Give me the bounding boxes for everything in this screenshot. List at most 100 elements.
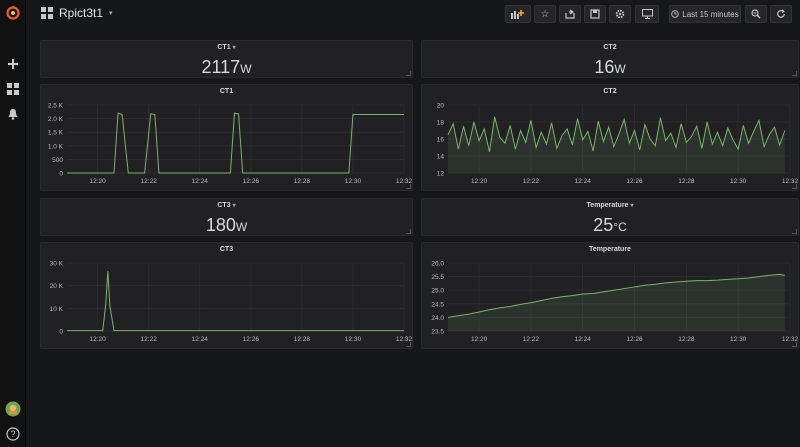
monitor-icon bbox=[641, 9, 653, 19]
x-tick-label: 12:32 bbox=[782, 336, 798, 343]
refresh-icon bbox=[777, 9, 785, 18]
resize-handle[interactable] bbox=[406, 342, 411, 347]
x-tick-label: 12:30 bbox=[730, 336, 747, 343]
dashboard-grid-icon bbox=[41, 7, 53, 19]
x-tick-label: 12:24 bbox=[575, 336, 592, 343]
y-tick-label: 18 bbox=[437, 120, 445, 127]
x-tick-label: 12:30 bbox=[345, 178, 362, 185]
x-tick-label: 12:28 bbox=[294, 336, 311, 343]
y-tick-label: 0 bbox=[59, 171, 63, 178]
y-tick-label: 25.5 bbox=[431, 274, 444, 281]
save-icon bbox=[590, 9, 600, 19]
series-area bbox=[448, 116, 785, 173]
resize-handle[interactable] bbox=[406, 71, 411, 76]
x-tick-label: 12:22 bbox=[141, 178, 158, 185]
x-tick-label: 12:32 bbox=[396, 178, 412, 185]
resize-handle[interactable] bbox=[792, 184, 797, 189]
stat-panel-temperature: Temperature ▾ 25°C bbox=[421, 198, 799, 236]
stat-value-temperature: 25°C bbox=[422, 215, 798, 236]
y-tick-label: 16 bbox=[437, 137, 445, 144]
x-tick-label: 12:28 bbox=[294, 178, 311, 185]
time-range-label: Last 15 minutes bbox=[682, 9, 739, 19]
resize-handle[interactable] bbox=[406, 229, 411, 234]
clock-icon bbox=[671, 10, 679, 18]
series-line bbox=[447, 116, 786, 152]
stat-panel-ct2: CT2 16W bbox=[421, 40, 799, 78]
grafana-logo-icon[interactable] bbox=[0, 2, 26, 24]
x-tick-label: 12:26 bbox=[243, 336, 260, 343]
x-tick-label: 12:24 bbox=[575, 178, 592, 185]
stat-unit: W bbox=[235, 220, 248, 234]
share-icon bbox=[565, 9, 575, 19]
graph-title-ct1[interactable]: CT1 bbox=[219, 88, 234, 95]
bell-icon[interactable] bbox=[0, 103, 26, 125]
dashboard-picker[interactable]: Rpict3t1 ▾ bbox=[41, 6, 113, 20]
y-tick-label: 2.0 K bbox=[48, 116, 64, 123]
x-tick-label: 12:22 bbox=[523, 336, 540, 343]
graph-panel-temperature: Temperature 23.5 24.0 24.5 25.0 25.5 26.0 12:2… bbox=[421, 242, 799, 349]
y-tick-label: 2.5 K bbox=[48, 103, 64, 110]
zoom-out-button[interactable] bbox=[745, 5, 767, 23]
panel-title-temperature-header[interactable]: Temperature ▾ bbox=[422, 202, 798, 209]
resize-handle[interactable] bbox=[792, 229, 797, 234]
gear-icon bbox=[615, 9, 625, 19]
graph-title-temperature[interactable]: Temperature bbox=[589, 246, 631, 253]
panel-title-ct2: CT2 bbox=[603, 44, 617, 51]
caret-down-icon: ▾ bbox=[232, 203, 236, 209]
panel-title-ct3: CT3 bbox=[217, 202, 231, 209]
x-tick-label: 12:30 bbox=[730, 178, 747, 185]
panel-title-ct1: CT1 bbox=[217, 44, 231, 51]
x-tick-label: 12:22 bbox=[523, 178, 540, 185]
series-line bbox=[67, 112, 404, 174]
stat-panel-ct1: CT1 ▾ 2117W bbox=[40, 40, 413, 78]
time-picker-button[interactable]: Last 15 minutes bbox=[669, 5, 741, 23]
y-tick-label: 10 K bbox=[50, 306, 64, 313]
y-tick-label: 25.0 bbox=[431, 288, 444, 295]
y-tick-label: 20 K bbox=[50, 283, 64, 290]
panel-title-ct2-header[interactable]: CT2 bbox=[422, 44, 798, 51]
settings-button[interactable] bbox=[609, 5, 631, 23]
star-button[interactable]: ☆ bbox=[534, 5, 556, 23]
resize-handle[interactable] bbox=[406, 184, 411, 189]
x-tick-label: 12:32 bbox=[396, 336, 412, 343]
y-tick-label: 12 bbox=[437, 171, 445, 178]
side-menu: ? bbox=[0, 0, 26, 447]
tv-mode-button[interactable] bbox=[635, 5, 659, 23]
dashboard-title: Rpict3t1 bbox=[59, 6, 104, 20]
series-line bbox=[67, 270, 404, 332]
x-tick-label: 12:26 bbox=[626, 178, 643, 185]
resize-handle[interactable] bbox=[792, 71, 797, 76]
svg-text:?: ? bbox=[10, 429, 15, 439]
stat-value-ct2: 16W bbox=[422, 57, 798, 78]
panel-title-ct1-header[interactable]: CT1 ▾ bbox=[41, 44, 412, 51]
resize-handle[interactable] bbox=[792, 342, 797, 347]
save-button[interactable] bbox=[584, 5, 606, 23]
grid-icon[interactable] bbox=[0, 78, 26, 100]
series-area bbox=[448, 274, 785, 331]
stat-number: 2117 bbox=[201, 57, 241, 77]
y-tick-label: 30 K bbox=[50, 261, 64, 268]
y-tick-label: 26.0 bbox=[431, 261, 444, 268]
y-tick-label: 14 bbox=[437, 154, 445, 161]
stat-unit: W bbox=[614, 62, 626, 76]
panel-title-ct3-header[interactable]: CT3 ▾ bbox=[41, 202, 412, 209]
avatar-icon[interactable] bbox=[0, 398, 26, 420]
caret-down-icon: ▾ bbox=[109, 10, 113, 17]
x-tick-label: 12:24 bbox=[192, 336, 209, 343]
graph-title-ct2[interactable]: CT2 bbox=[603, 88, 617, 95]
y-tick-label: 23.5 bbox=[431, 329, 444, 336]
question-icon[interactable]: ? bbox=[0, 423, 26, 445]
graph-title-ct3[interactable]: CT3 bbox=[219, 246, 234, 253]
dashboard-main: Rpict3t1 ▾ ☆ Last 15 minutes bbox=[27, 0, 800, 447]
x-tick-label: 12:20 bbox=[89, 178, 106, 185]
refresh-button[interactable] bbox=[770, 5, 792, 23]
share-button[interactable] bbox=[559, 5, 581, 23]
graph-panel-ct3: CT3 0 10 K 20 K 30 K 12:20 12:22 12:24 12:26 12:… bbox=[40, 242, 413, 349]
add-panel-button[interactable] bbox=[505, 5, 531, 23]
stat-number: 180 bbox=[205, 215, 236, 235]
x-tick-label: 12:28 bbox=[678, 336, 695, 343]
zoom-out-icon bbox=[751, 9, 761, 19]
chart-ct3: 0 10 K 20 K 30 K 12:20 12:22 12:24 12:26 12:28 12… bbox=[50, 261, 412, 344]
y-tick-label: 1.0 K bbox=[48, 143, 64, 150]
plus-icon[interactable] bbox=[0, 53, 26, 75]
